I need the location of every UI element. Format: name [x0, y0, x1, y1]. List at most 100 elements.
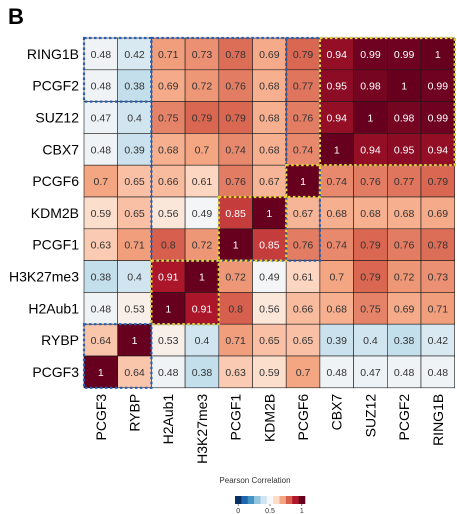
- legend-swatch: [241, 496, 249, 504]
- cell-value: 0.79: [360, 272, 381, 284]
- heatmap-cell: [285, 164, 321, 198]
- heatmap-cell: [184, 355, 220, 389]
- cell-value: 0.7: [329, 272, 344, 284]
- blue-cluster-box: [82, 36, 153, 103]
- cell-value: 1: [334, 144, 340, 156]
- heatmap-cell: [151, 260, 186, 293]
- heatmap-cell: [386, 101, 422, 134]
- cell-value: 0.7: [296, 367, 311, 379]
- legend-tick-label: 0: [236, 508, 240, 514]
- cell-value: 0.77: [293, 81, 314, 93]
- heatmap-cell: [184, 133, 220, 166]
- cell-value: 0.61: [192, 176, 213, 188]
- column-label: RING1B: [430, 394, 446, 446]
- cell-value: 0.95: [327, 81, 348, 93]
- yellow-cluster-box: [285, 164, 322, 199]
- cell-value: 0.42: [124, 49, 145, 61]
- heatmap-cell: [420, 355, 456, 389]
- legend-swatch: [235, 496, 242, 504]
- cell-value: 0.48: [327, 367, 348, 379]
- cell-value: 1: [401, 81, 407, 93]
- cell-value: 0.94: [327, 49, 348, 61]
- heatmap-cell: [420, 260, 456, 293]
- cell-value: 0.4: [195, 335, 210, 347]
- heatmap-cell: [386, 228, 422, 261]
- column-label: H2Aub1: [160, 394, 176, 445]
- cell-value: 1: [368, 113, 374, 125]
- cell-value: 0.68: [327, 208, 348, 220]
- cell-value: 0.75: [360, 303, 381, 315]
- heatmap-cell: [218, 37, 253, 71]
- heatmap-cell: [117, 355, 152, 389]
- heatmap-cell: [83, 196, 119, 230]
- cell-value: 0.69: [394, 303, 415, 315]
- cell-value: 0.68: [259, 81, 280, 93]
- cell-value: 0.68: [259, 113, 280, 125]
- legend-swatch: [266, 496, 274, 504]
- cell-value: 0.68: [158, 144, 179, 156]
- cell-value: 0.71: [225, 335, 246, 347]
- cell-value: 0.91: [192, 303, 213, 315]
- legend-swatch: [285, 496, 293, 504]
- column-label: PCGF3: [93, 394, 109, 441]
- heatmap-cell: [285, 292, 321, 325]
- cell-value: 0.66: [293, 303, 314, 315]
- cell-value: 0.72: [192, 240, 213, 252]
- heatmap-cell: [184, 196, 220, 230]
- heatmap-cell: [285, 69, 321, 102]
- heatmap-cell: [285, 228, 321, 261]
- heatmap-cell: [83, 69, 119, 102]
- heatmap-cell: [252, 292, 287, 325]
- column-label: RYBP: [127, 394, 143, 432]
- column-label: H3K27me3: [194, 394, 210, 464]
- cell-value: 0.39: [124, 144, 145, 156]
- heatmap-cell: [252, 101, 287, 134]
- heatmap-cell: [83, 292, 119, 325]
- column-label: PCGF1: [228, 394, 244, 441]
- legend-swatch: [260, 496, 268, 504]
- legend-swatch: [298, 496, 306, 504]
- cell-value: 1: [266, 208, 272, 220]
- cell-value: 0.79: [428, 176, 449, 188]
- heatmap-cell: [420, 323, 456, 357]
- heatmap-cell: [420, 69, 456, 102]
- cell-value: 0.76: [360, 176, 381, 188]
- heatmap-cell: [353, 101, 388, 134]
- cell-value: 0.7: [94, 176, 109, 188]
- cell-value: 0.99: [360, 49, 381, 61]
- cell-value: 0.53: [124, 303, 145, 315]
- cell-value: 0.67: [293, 208, 314, 220]
- cell-value: 0.38: [124, 81, 145, 93]
- cell-value: 0.4: [127, 272, 142, 284]
- heatmap-cell: [319, 196, 354, 230]
- cell-value: 0.59: [259, 367, 280, 379]
- heatmap-cell: [117, 164, 152, 198]
- cell-value: 1: [199, 272, 205, 284]
- cell-value: 0.94: [428, 144, 449, 156]
- cell-value: 0.7: [195, 144, 210, 156]
- heatmap-cell: [117, 69, 152, 102]
- legend-swatch: [247, 496, 255, 504]
- cell-value: 0.38: [394, 335, 415, 347]
- yellow-cluster-box: [318, 36, 456, 167]
- row-label: KDM2B: [31, 205, 79, 221]
- cell-value: 1: [435, 49, 441, 61]
- heatmap-cell: [353, 164, 388, 198]
- heatmap-cell: [420, 133, 456, 166]
- legend-swatch: [292, 496, 299, 504]
- cell-value: 1: [165, 303, 171, 315]
- cell-value: 0.65: [259, 335, 280, 347]
- yellow-cluster-box: [150, 259, 220, 326]
- legend-tick-label: 0.5: [265, 508, 275, 514]
- heatmap-cell: [319, 37, 354, 71]
- cell-value: 0.73: [428, 272, 449, 284]
- cell-value: 0.68: [327, 303, 348, 315]
- heatmap-cell: [184, 323, 220, 357]
- cell-value: 0.95: [394, 144, 415, 156]
- cell-value: 1: [233, 240, 239, 252]
- cell-value: 0.72: [394, 272, 415, 284]
- cell-value: 0.71: [158, 49, 179, 61]
- cell-value: 0.72: [225, 272, 246, 284]
- row-label: PCGF2: [32, 78, 79, 94]
